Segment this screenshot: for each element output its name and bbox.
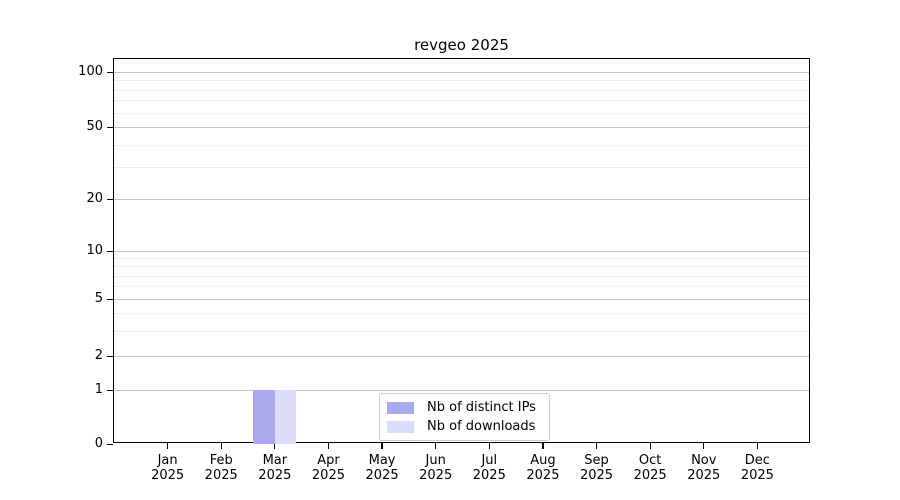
y-tick [107,126,113,128]
gridline-minor [114,80,809,82]
gridline-minor [114,144,809,146]
x-tick [756,442,758,449]
y-tick-label: 5 [94,291,103,306]
y-tick [107,250,113,252]
x-tick-year: 2025 [633,468,667,483]
gridline-major [114,251,809,252]
x-tick [435,442,437,449]
x-tick [167,442,169,449]
x-tick [649,442,651,449]
x-tick-month: May [368,453,396,468]
bar-nb-of-downloads-mar [274,390,297,444]
x-tick-year: 2025 [204,468,238,483]
x-tick-year: 2025 [258,468,292,483]
x-tick-month: Aug [530,453,556,468]
y-tick [107,298,113,300]
y-tick-label: 1 [94,382,103,397]
x-tick-year: 2025 [151,468,185,483]
x-tick-month: Jan [157,453,178,468]
gridline-major [114,199,809,200]
x-tick-month: Feb [209,453,233,468]
gridline-major [114,72,809,73]
x-tick [381,442,383,449]
x-tick [274,442,276,449]
x-tick [327,442,330,449]
x-tick-year: 2025 [740,468,774,483]
legend-item-downloads: Nb of downloads [387,417,541,436]
x-tick-month: Jul [481,453,498,468]
x-tick-year: 2025 [311,468,345,483]
x-tick-month: Dec [744,453,770,468]
x-tick-month: Jun [425,453,446,468]
x-tick-month: Sep [584,453,609,468]
x-tick-year: 2025 [687,468,721,483]
gridline-minor [114,266,809,268]
gridline-minor [114,100,809,102]
gridline-major [114,127,809,128]
x-tick-month: Apr [317,453,340,468]
x-tick-label: Apr 2025 [293,453,363,483]
x-tick [488,442,490,449]
x-tick-label: Mar 2025 [240,453,310,483]
y-tick-label: 10 [86,243,103,258]
y-tick [107,443,113,445]
gridline-minor [114,112,809,114]
x-tick-label: Jun 2025 [401,453,471,483]
y-tick-label: 100 [78,64,103,79]
y-tick-label: 20 [86,191,103,206]
bar-nb-of-distinct-ips-mar [253,390,275,444]
x-tick-month: Oct [638,453,662,468]
legend-label-distinct-ips: Nb of distinct IPs [427,400,536,415]
gridline-minor [114,330,809,332]
y-tick [107,198,113,200]
gridline-major [114,299,809,300]
x-tick-month: Mar [262,453,288,468]
x-tick-year: 2025 [472,468,506,483]
y-tick [107,389,113,391]
x-tick [595,442,598,449]
legend-swatch-downloads [387,420,414,433]
gridline-minor [114,258,809,260]
x-tick-label: Feb 2025 [186,453,256,483]
x-tick-label: Aug 2025 [508,453,578,483]
gridline-minor [114,89,809,91]
x-tick-year: 2025 [579,468,614,483]
y-tick-label: 0 [94,436,103,451]
x-tick-label: Jan 2025 [133,453,203,483]
x-tick [703,442,705,449]
x-tick-label: Sep 2025 [562,453,632,483]
gridline-major [114,356,809,357]
legend-swatch-distinct-ips [387,401,414,414]
x-tick-label: Nov 2025 [669,453,739,483]
gridline-minor [114,167,809,169]
x-tick-label: Jul 2025 [454,453,524,483]
x-tick-year: 2025 [365,468,399,483]
legend-item-distinct-ips: Nb of distinct IPs [387,398,541,417]
x-tick-year: 2025 [419,468,453,483]
x-tick-label: Dec 2025 [722,453,792,483]
gridline-major [114,390,809,391]
x-tick [542,442,544,449]
legend-label-downloads: Nb of downloads [427,419,536,434]
x-tick [220,442,222,449]
y-tick-label: 2 [94,348,103,363]
gridline-minor [114,312,809,314]
y-tick [107,355,113,357]
x-tick-label: May 2025 [347,453,417,483]
plot-area: 100 50 20 10 5 2 1 0 Jan 2025 Feb 2025 Mar 2025 Apr 202… [78,58,810,483]
y-tick [107,71,113,73]
y-tick-label: 50 [86,119,103,134]
gridline-minor [114,286,809,288]
gridline-minor [114,275,809,277]
x-tick-month: Nov [691,453,717,468]
chart-title: revgeo 2025 [414,36,509,54]
x-tick-label: Oct 2025 [615,453,685,483]
legend: Nb of distinct IPs Nb of downloads [379,393,550,441]
x-tick-year: 2025 [526,468,560,483]
